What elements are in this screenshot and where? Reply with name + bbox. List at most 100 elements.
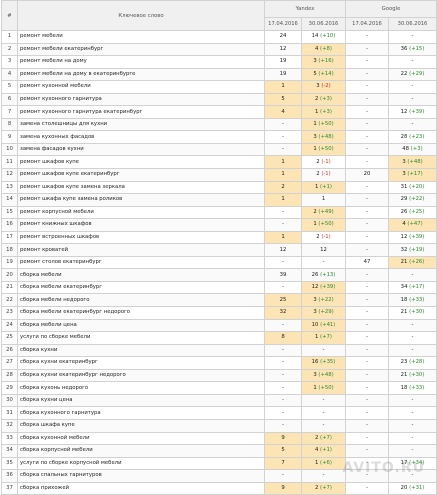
yandex-pos-2: 2 (-1) xyxy=(301,155,346,169)
position-value: - xyxy=(322,259,325,266)
yandex-pos-2: 26 (+13) xyxy=(301,268,346,282)
yandex-pos-2: 14 (+10) xyxy=(301,30,346,44)
google-pos-2: 34 (+17) xyxy=(388,280,437,295)
yandex-pos-1: 5 xyxy=(264,444,302,458)
position-value: 29 xyxy=(400,196,408,203)
table-row: 11 ремонт шкафов купе 1 2 (-1) -3 (+48) xyxy=(1,155,437,169)
position-value: 2 xyxy=(316,234,320,241)
row-number: 21 xyxy=(1,280,18,295)
position-delta: (+10) xyxy=(320,33,336,40)
keyword-cell: сборка кухонной мебели xyxy=(17,431,265,446)
position-value: - xyxy=(411,83,414,90)
position-delta: (+50) xyxy=(318,121,334,128)
table-row: 2 ремонт мебели екатеринбург 12 4 (+8) -36 (… xyxy=(1,42,437,57)
keyword-cell: ремонт кухонной мебели xyxy=(17,80,265,94)
keyword-cell: ремонт мебели екатеринбург xyxy=(17,42,265,57)
google-pos-1: 47 xyxy=(345,255,389,270)
position-value: 4 xyxy=(402,221,406,228)
google-pos-2: 26 (+25) xyxy=(388,205,437,220)
row-number: 3 xyxy=(1,55,18,69)
keyword-cell: сборка кухонного гарнитура xyxy=(17,406,265,420)
position-delta: (+22) xyxy=(409,196,425,203)
num-header: # xyxy=(1,0,18,31)
position-delta: (+17) xyxy=(407,171,423,178)
table-row: 29 сборка кухонь недорого -1 (+50) -18 (+33… xyxy=(1,381,437,395)
google-date2: 30.06.2016 xyxy=(388,17,437,31)
google-pos-2: 18 (+33) xyxy=(388,293,437,308)
position-value: 1 xyxy=(314,459,319,466)
keyword-cell: замена кухонных фасадов xyxy=(17,130,265,144)
position-delta: (+39) xyxy=(409,108,425,115)
row-number: 36 xyxy=(1,469,18,483)
yandex-pos-1: 12 xyxy=(264,42,302,57)
position-delta: (+7) xyxy=(320,334,332,341)
position-value: - xyxy=(411,321,414,328)
position-delta: (+3) xyxy=(320,96,332,102)
position-value: 3 xyxy=(313,58,317,65)
position-delta: (+1) xyxy=(320,447,332,454)
yandex-pos-1: 9 xyxy=(264,481,302,495)
yandex-pos-1: - xyxy=(264,406,302,420)
google-pos-2: 32 (+19) xyxy=(388,243,437,257)
google-pos-1: - xyxy=(345,444,389,458)
position-delta: (+16) xyxy=(318,58,334,65)
position-delta: (+15) xyxy=(409,45,425,52)
position-delta: (+47) xyxy=(407,221,423,228)
position-delta: (+7) xyxy=(320,434,332,441)
google-pos-2: - xyxy=(388,406,437,420)
table-row: 5 ремонт кухонной мебели 1 3 (-2) - - xyxy=(1,80,437,94)
position-value: 2 xyxy=(314,434,319,441)
google-pos-2: 31 (+20) xyxy=(388,180,437,195)
google-pos-2: 4 (+47) xyxy=(388,218,437,232)
position-value: 2 xyxy=(313,208,317,215)
google-pos-1: - xyxy=(345,155,389,169)
yandex-pos-2: 1 (+50) xyxy=(301,142,346,157)
position-value: - xyxy=(411,33,414,40)
position-delta: (+41) xyxy=(320,321,336,328)
row-number: 15 xyxy=(1,205,18,220)
google-pos-1: - xyxy=(345,130,389,144)
keyword-header: Ключевое слово xyxy=(17,0,265,31)
google-pos-1: - xyxy=(345,431,389,446)
position-value: - xyxy=(411,472,414,479)
table-row: 32 сборка шкафа купе - - -- xyxy=(1,418,437,433)
google-pos-2: - xyxy=(388,343,437,358)
yandex-pos-2: 1 (+7) xyxy=(301,331,346,345)
position-value: 12 xyxy=(311,284,319,291)
yandex-pos-1: - xyxy=(264,469,302,483)
google-pos-2: 21 (+30) xyxy=(388,368,437,383)
keyword-cell: ремонт книжных шкафов xyxy=(17,218,265,232)
row-number: 35 xyxy=(1,456,18,471)
google-pos-1: - xyxy=(345,193,389,207)
row-number: 27 xyxy=(1,356,18,370)
keyword-cell: замена фасадов кухни xyxy=(17,142,265,157)
position-delta: (+20) xyxy=(409,183,425,190)
yandex-pos-1: 8 xyxy=(264,331,302,345)
keyword-cell: ремонт столов екатеринбург xyxy=(17,255,265,270)
yandex-pos-2: 2 (+49) xyxy=(301,205,346,220)
yandex-pos-2: 2 (+7) xyxy=(301,431,346,446)
row-number: 26 xyxy=(1,343,18,358)
google-pos-2: 22 (+29) xyxy=(388,67,437,82)
position-value: - xyxy=(411,96,414,102)
position-delta: (+50) xyxy=(318,146,334,153)
position-value: 21 xyxy=(400,309,408,316)
position-value: 12 xyxy=(320,246,327,253)
position-delta: (+49) xyxy=(318,208,334,215)
table-row: 9 замена кухонных фасадов -3 (+48) -28 (+23… xyxy=(1,130,437,144)
row-number: 37 xyxy=(1,481,18,495)
google-pos-2: - xyxy=(388,30,437,44)
yandex-pos-2: 4 (+8) xyxy=(301,42,346,57)
row-number: 30 xyxy=(1,393,18,408)
position-delta: (+3) xyxy=(410,146,423,153)
position-delta: (+22) xyxy=(318,296,334,303)
table-row: 21 сборка мебели екатеринбург -12 (+39) -34… xyxy=(1,280,437,295)
google-pos-1: - xyxy=(345,180,389,195)
position-value: 4 xyxy=(314,45,319,52)
position-value: 21 xyxy=(400,259,408,266)
position-value: - xyxy=(411,271,414,278)
google-pos-1: - xyxy=(345,230,389,245)
position-value: 36 xyxy=(400,45,408,52)
yandex-pos-1: 12 xyxy=(264,243,302,257)
